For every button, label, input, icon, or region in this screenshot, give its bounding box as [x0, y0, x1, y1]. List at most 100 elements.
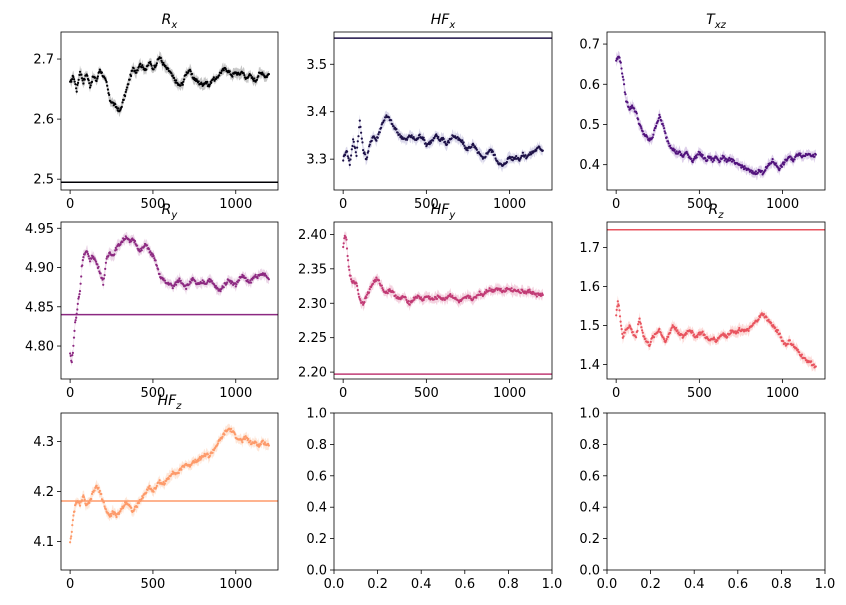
- data-point: [88, 82, 91, 85]
- data-point: [220, 71, 223, 75]
- data-point: [704, 157, 707, 160]
- data-point: [615, 59, 618, 62]
- data-point: [478, 290, 481, 293]
- data-point: [505, 289, 508, 292]
- data-point: [412, 136, 415, 139]
- data-point: [706, 159, 709, 162]
- y-tick-label: 2.6: [33, 113, 54, 128]
- data-point: [113, 253, 116, 256]
- data-point: [510, 287, 513, 290]
- data-point: [643, 335, 646, 338]
- data-point: [246, 278, 249, 282]
- data-point: [442, 137, 445, 141]
- data-point: [730, 160, 734, 163]
- data-point: [224, 68, 227, 71]
- data-point: [382, 288, 385, 291]
- data-point: [679, 151, 682, 154]
- data-point: [461, 139, 464, 142]
- data-point: [618, 56, 621, 59]
- data-point: [712, 159, 716, 162]
- data-point: [400, 297, 403, 300]
- title-subscript: z: [175, 401, 182, 412]
- x-tick-label: 0: [66, 577, 74, 592]
- data-point: [170, 72, 173, 75]
- y-tick-label: 2.25: [298, 331, 327, 346]
- data-point: [145, 491, 148, 494]
- data-point: [110, 514, 113, 518]
- data-point: [69, 352, 72, 355]
- axes-frame: [606, 31, 826, 191]
- data-point: [350, 278, 353, 281]
- data-point: [82, 256, 85, 259]
- data-point: [345, 247, 349, 250]
- data-point: [131, 69, 134, 72]
- data-point: [372, 282, 375, 285]
- data-point: [538, 146, 541, 149]
- data-point: [70, 361, 73, 364]
- data-point: [130, 74, 133, 78]
- data-point: [96, 263, 99, 266]
- data-point: [618, 315, 622, 318]
- data-point: [485, 288, 488, 292]
- data-point: [813, 155, 816, 158]
- data-point: [342, 159, 345, 162]
- data-point: [473, 145, 477, 148]
- data-point: [354, 146, 357, 150]
- data-point: [619, 320, 622, 323]
- data-point: [641, 331, 644, 334]
- data-point: [757, 318, 760, 321]
- data-point: [125, 88, 128, 91]
- data-point: [218, 439, 221, 442]
- data-point: [256, 276, 259, 280]
- data-point: [814, 365, 817, 368]
- data-point: [137, 248, 141, 251]
- subplot-title: HFx: [431, 12, 456, 31]
- data-point: [181, 83, 184, 86]
- data-point: [799, 152, 802, 155]
- y-tick-label: 1.0: [579, 407, 600, 422]
- data-point: [259, 443, 262, 446]
- data-point: [535, 295, 539, 298]
- data-point: [102, 277, 105, 280]
- title-main: HF: [431, 12, 451, 28]
- data-point: [143, 245, 146, 248]
- data-point: [201, 279, 204, 282]
- data-point: [778, 169, 781, 172]
- data-point: [792, 160, 795, 163]
- data-point: [349, 274, 352, 277]
- data-point: [254, 273, 257, 276]
- data-point: [189, 70, 192, 73]
- y-tick-label: 2.30: [298, 297, 327, 312]
- y-tick-label: 0.7: [579, 38, 600, 53]
- data-point: [133, 239, 137, 243]
- y-tick-label: 0.6: [579, 469, 600, 484]
- data-point: [74, 321, 77, 324]
- subplot-3: 0 500 1000 4.80 4.85 4.90 4.95 Ry: [25, 202, 279, 401]
- data-point: [673, 148, 676, 151]
- data-point: [615, 308, 618, 311]
- y-tick-label: 4.2: [33, 485, 54, 500]
- data-point: [617, 304, 621, 307]
- data-point: [629, 325, 632, 328]
- data-point: [124, 94, 127, 98]
- data-point: [391, 123, 394, 126]
- data-point: [83, 78, 86, 81]
- data-point: [163, 279, 166, 282]
- data-point: [77, 78, 80, 81]
- data-point: [385, 114, 388, 117]
- data-point: [630, 328, 633, 331]
- data-point: [238, 279, 241, 282]
- data-point: [635, 112, 638, 115]
- plot-area: [334, 37, 552, 173]
- data-point: [165, 479, 168, 482]
- data-point: [155, 486, 158, 489]
- data-point: [188, 283, 191, 286]
- data-point: [667, 335, 670, 338]
- data-point: [680, 153, 683, 156]
- data-point: [674, 328, 677, 331]
- data-point: [695, 156, 698, 159]
- data-point: [182, 80, 185, 83]
- data-point: [100, 71, 103, 74]
- data-point: [641, 329, 644, 332]
- data-point: [70, 535, 73, 538]
